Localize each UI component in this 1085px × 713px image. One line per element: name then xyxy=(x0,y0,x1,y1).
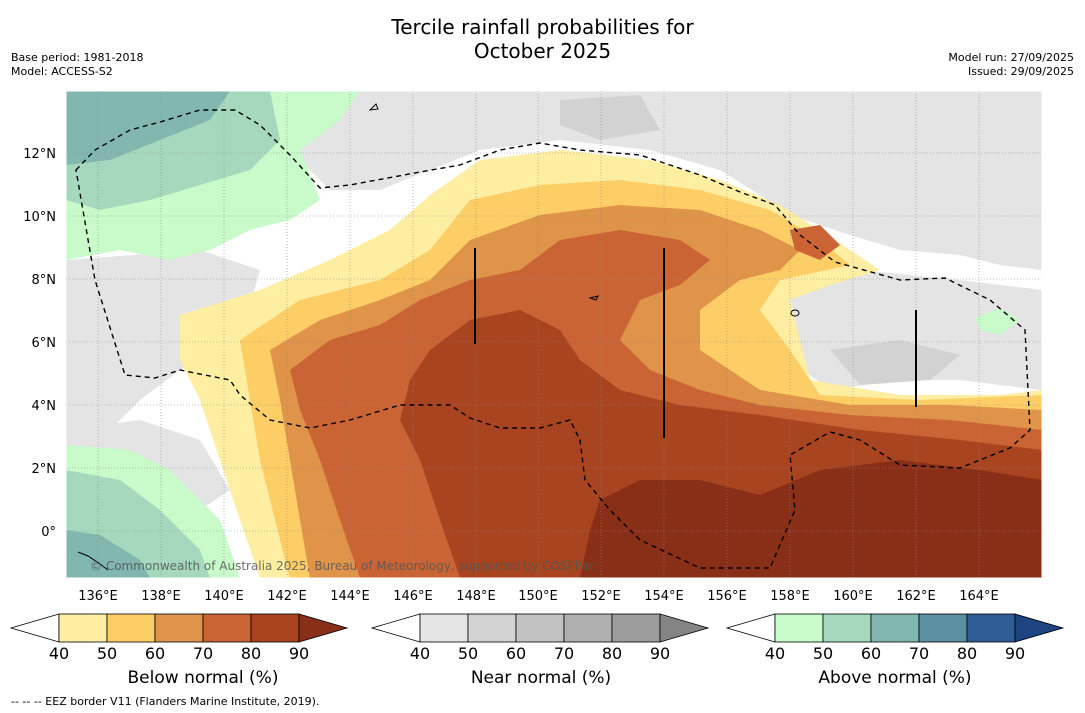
colorbar-near-tick: 60 xyxy=(506,644,526,663)
near-normal-region-east xyxy=(760,270,1042,390)
colorbar-above-tick: 80 xyxy=(957,644,977,663)
probability-field: © Commonwealth of Australia 2025, Bureau… xyxy=(66,91,1042,578)
lon-label-144e: 144°E xyxy=(330,589,370,604)
colorbar-near-over-triangle xyxy=(659,613,710,643)
near-normal-region-north xyxy=(300,91,1042,270)
colorbar-near-tick: 80 xyxy=(602,644,622,663)
colorbar-above-segment xyxy=(774,613,824,643)
colorbar-above-tick: 50 xyxy=(813,644,833,663)
islands xyxy=(77,103,800,571)
meta-left: Base period: 1981-2018 Model: ACCESS-S2 xyxy=(11,51,143,79)
lon-label-136e: 136°E xyxy=(78,589,118,604)
lon-label-158e: 158°E xyxy=(770,589,810,604)
colorbar-label-below: Below normal (%) xyxy=(127,668,279,688)
near-normal-region-mid xyxy=(560,95,660,140)
lon-label-138e: 138°E xyxy=(141,589,181,604)
above-normal-region-east-small xyxy=(975,308,1020,335)
colorbar-above-over-triangle xyxy=(1014,613,1065,643)
lon-label-156e: 156°E xyxy=(707,589,747,604)
near-normal-region-east-inner xyxy=(830,340,960,385)
colorbar-near-segment xyxy=(419,613,469,643)
above-normal-region-northwest-70 xyxy=(66,91,230,165)
above-normal-region-southwest-70 xyxy=(66,530,150,578)
colorbar-above-tick: 90 xyxy=(1005,644,1025,663)
colorbar-below-tick: 90 xyxy=(289,644,309,663)
below-normal-70-80-north-patch xyxy=(790,225,840,260)
model-name: Model: ACCESS-S2 xyxy=(11,65,113,78)
issued-date: Issued: 29/09/2025 xyxy=(967,65,1074,78)
lon-label-148e: 148°E xyxy=(456,589,496,604)
colorbar-near-under-triangle xyxy=(370,613,421,643)
lat-label-6n: 6°N xyxy=(32,336,57,351)
colorbar-below-tick: 40 xyxy=(49,644,69,663)
colorbar-near-tick: 70 xyxy=(554,644,574,663)
colorbar-below-segment xyxy=(154,613,204,643)
colorbar-near-tick: 40 xyxy=(410,644,430,663)
colorbar-below-segment xyxy=(106,613,156,643)
title-line-1: Tercile rainfall probabilities for xyxy=(391,15,694,39)
colorbar-near-segment xyxy=(563,613,613,643)
colorbar-above-tick: 70 xyxy=(909,644,929,663)
colorbar-below-segment xyxy=(250,613,300,643)
colorbar-above-segment xyxy=(870,613,920,643)
lat-label-10n: 10°N xyxy=(23,210,56,225)
colorbar-below-tick: 80 xyxy=(241,644,261,663)
colorbar-label-near: Near normal (%) xyxy=(470,668,612,688)
colorbar-near-segment xyxy=(515,613,565,643)
copyright-text: © Commonwealth of Australia 2025, Bureau… xyxy=(90,559,595,573)
lat-label-2n: 2°N xyxy=(32,462,57,477)
lat-gridlines xyxy=(66,152,1042,532)
colorbar-near-tick: 90 xyxy=(650,644,670,663)
lat-label-0: 0° xyxy=(41,525,56,540)
meta-right: Model run: 27/09/2025 Issued: 29/09/2025 xyxy=(948,51,1074,79)
map-title: Tercile rainfall probabilities for Octob… xyxy=(0,15,1085,63)
model-run: Model run: 27/09/2025 xyxy=(948,51,1074,64)
lon-label-160e: 160°E xyxy=(833,589,873,604)
colorbar-below-tick: 70 xyxy=(193,644,213,663)
below-normal-90-plus xyxy=(580,460,1042,578)
colorbars: 40 50 60 70 80 90 40 50 60 70 80 90 40 50 60 70 80 90 xyxy=(9,613,1065,663)
colorbar-near-segment xyxy=(611,613,661,643)
lat-labels: 12°N 10°N 8°N 6°N 4°N 2°N 0° xyxy=(23,147,56,540)
colorbar-above-tick: 40 xyxy=(765,644,785,663)
colorbar-above-tick: 60 xyxy=(861,644,881,663)
colorbar-above-segment xyxy=(918,613,968,643)
colorbar-below-under-triangle xyxy=(9,613,60,643)
colorbar-near-tick: 50 xyxy=(458,644,478,663)
lon-label-164e: 164°E xyxy=(959,589,999,604)
lon-label-146e: 146°E xyxy=(393,589,433,604)
lon-label-154e: 154°E xyxy=(644,589,684,604)
lon-labels: 136°E 138°E 140°E 142°E 144°E 146°E 148°… xyxy=(78,589,999,604)
base-period: Base period: 1981-2018 xyxy=(11,51,144,64)
lon-label-152e: 152°E xyxy=(581,589,621,604)
eez-footnote: -- -- -- EEZ border V11 (Flanders Marine… xyxy=(11,695,320,708)
lon-label-162e: 162°E xyxy=(896,589,936,604)
colorbar-above-segment xyxy=(822,613,872,643)
near-normal-region-west xyxy=(66,250,260,440)
colorbar-below-segment xyxy=(202,613,252,643)
lat-label-4n: 4°N xyxy=(32,399,57,414)
colorbar-below-segment xyxy=(58,613,108,643)
colorbar-above-segment xyxy=(966,613,1016,643)
colorbar-near-segment xyxy=(467,613,517,643)
colorbar-below-tick: 60 xyxy=(145,644,165,663)
title-line-2: October 2025 xyxy=(473,39,612,63)
colorbar-below-tick: 50 xyxy=(97,644,117,663)
lon-label-140e: 140°E xyxy=(204,589,244,604)
lat-label-12n: 12°N xyxy=(23,147,56,162)
lon-label-142e: 142°E xyxy=(267,589,307,604)
eez-border xyxy=(75,109,1031,569)
lon-label-150e: 150°E xyxy=(518,589,558,604)
map-frame xyxy=(65,90,1043,579)
lat-label-8n: 8°N xyxy=(32,273,57,288)
colorbar-label-above: Above normal (%) xyxy=(818,668,972,688)
colorbar-above-under-triangle xyxy=(725,613,776,643)
colorbar-below-over-triangle xyxy=(298,613,349,643)
